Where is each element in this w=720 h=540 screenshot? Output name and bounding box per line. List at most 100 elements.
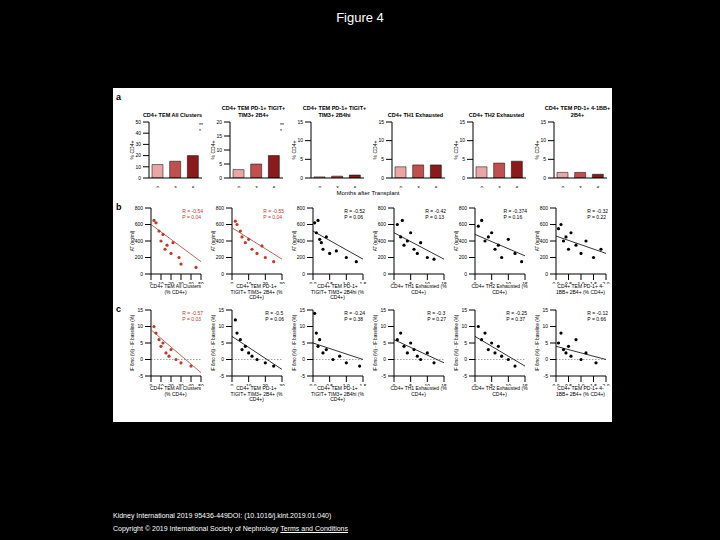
svg-text:0.0: 0.0 xyxy=(553,383,560,386)
svg-text:800: 800 xyxy=(135,205,144,211)
svg-text:400: 400 xyxy=(540,238,549,244)
svg-text:0: 0 xyxy=(150,383,153,386)
svg-text:3: 3 xyxy=(498,185,501,188)
svg-text:15: 15 xyxy=(380,307,386,313)
svg-text:5: 5 xyxy=(140,340,143,346)
svg-text:20: 20 xyxy=(216,119,222,125)
svg-text:-5: -5 xyxy=(301,373,306,379)
svg-text:0: 0 xyxy=(474,281,477,284)
svg-text:200: 200 xyxy=(135,254,144,260)
svg-text:IF 6mo (%) - IF baseline (%): IF 6mo (%) - IF baseline (%) xyxy=(373,314,378,371)
svg-text:10: 10 xyxy=(378,137,384,143)
svg-text:800: 800 xyxy=(216,205,225,211)
svg-text:200: 200 xyxy=(540,254,549,260)
svg-text:400: 400 xyxy=(378,238,387,244)
svg-text:10: 10 xyxy=(425,281,431,284)
svg-text:0: 0 xyxy=(383,271,386,277)
svg-text:-5: -5 xyxy=(220,373,225,379)
svg-text:600: 600 xyxy=(459,221,468,227)
svg-text:600: 600 xyxy=(216,221,225,227)
svg-text:0.0: 0.0 xyxy=(310,281,317,284)
svg-text:10: 10 xyxy=(135,164,141,170)
svg-text:800: 800 xyxy=(378,205,387,211)
svg-text:15: 15 xyxy=(441,383,447,386)
svg-text:30: 30 xyxy=(135,141,141,147)
svg-text:0: 0 xyxy=(464,271,467,277)
svg-text:400: 400 xyxy=(297,238,306,244)
svg-text:600: 600 xyxy=(378,221,387,227)
svg-text:0: 0 xyxy=(561,185,564,188)
svg-text:50: 50 xyxy=(135,119,141,125)
svg-text:0: 0 xyxy=(302,271,305,277)
svg-text:40: 40 xyxy=(135,130,141,136)
svg-text:IF 6mo (%) - IF baseline (%): IF 6mo (%) - IF baseline (%) xyxy=(535,314,540,371)
svg-text:30: 30 xyxy=(279,281,285,284)
svg-text:6: 6 xyxy=(192,185,195,188)
svg-text:% CD4+: % CD4+ xyxy=(534,141,540,160)
svg-text:400: 400 xyxy=(216,238,225,244)
svg-text:800: 800 xyxy=(297,205,306,211)
svg-text:IF 6mo (%) - IF baseline (%): IF 6mo (%) - IF baseline (%) xyxy=(211,314,216,371)
svg-text:15: 15 xyxy=(441,281,447,284)
svg-text:0: 0 xyxy=(383,356,386,362)
svg-text:1.0: 1.0 xyxy=(343,383,350,386)
svg-text:6: 6 xyxy=(273,185,276,188)
svg-text:-5: -5 xyxy=(382,373,387,379)
svg-text:20: 20 xyxy=(168,281,174,284)
svg-text:0: 0 xyxy=(231,383,234,386)
svg-text:% CD4+: % CD4+ xyxy=(129,141,135,160)
svg-text:0.0: 0.0 xyxy=(553,281,560,284)
svg-text:10: 10 xyxy=(299,323,305,329)
svg-text:0.0: 0.0 xyxy=(310,383,317,386)
svg-text:6: 6 xyxy=(516,185,519,188)
svg-text:5: 5 xyxy=(381,156,384,162)
svg-text:-5: -5 xyxy=(463,373,468,379)
svg-text:0: 0 xyxy=(302,356,305,362)
svg-text:10: 10 xyxy=(380,323,386,329)
svg-text:5: 5 xyxy=(543,156,546,162)
svg-text:200: 200 xyxy=(459,254,468,260)
svg-text:15: 15 xyxy=(378,119,384,125)
svg-text:10: 10 xyxy=(158,383,164,386)
svg-text:30: 30 xyxy=(178,281,184,284)
svg-text:AT (ng/ml): AT (ng/ml) xyxy=(130,230,135,251)
svg-text:200: 200 xyxy=(297,254,306,260)
svg-text:1.5: 1.5 xyxy=(360,281,367,284)
svg-text:AT (ng/ml): AT (ng/ml) xyxy=(211,230,216,251)
svg-text:1.0: 1.0 xyxy=(578,281,585,284)
svg-text:20: 20 xyxy=(168,383,174,386)
svg-text:0: 0 xyxy=(480,185,483,188)
svg-text:AT (ng/ml): AT (ng/ml) xyxy=(454,230,459,251)
svg-text:-5: -5 xyxy=(544,373,549,379)
svg-text:400: 400 xyxy=(135,238,144,244)
svg-text:3: 3 xyxy=(336,185,339,188)
svg-text:50: 50 xyxy=(198,383,204,386)
svg-text:800: 800 xyxy=(459,205,468,211)
svg-text:2.0: 2.0 xyxy=(603,281,610,284)
svg-text:0: 0 xyxy=(221,271,224,277)
svg-text:3: 3 xyxy=(255,185,258,188)
svg-text:AT (ng/ml): AT (ng/ml) xyxy=(292,230,297,251)
svg-text:0: 0 xyxy=(150,281,153,284)
svg-text:-5: -5 xyxy=(139,373,144,379)
svg-text:20: 20 xyxy=(263,281,269,284)
svg-text:0: 0 xyxy=(543,175,546,181)
svg-text:0: 0 xyxy=(462,175,465,181)
svg-text:0: 0 xyxy=(140,271,143,277)
svg-text:AT (ng/ml): AT (ng/ml) xyxy=(535,230,540,251)
svg-text:0: 0 xyxy=(318,185,321,188)
svg-text:15: 15 xyxy=(540,119,546,125)
svg-text:0: 0 xyxy=(140,356,143,362)
svg-text:0: 0 xyxy=(219,175,222,181)
svg-text:10: 10 xyxy=(137,323,143,329)
svg-text:1.5: 1.5 xyxy=(590,281,597,284)
svg-text:0: 0 xyxy=(464,356,467,362)
svg-text:3: 3 xyxy=(174,185,177,188)
svg-text:5: 5 xyxy=(462,156,465,162)
svg-text:800: 800 xyxy=(540,205,549,211)
svg-text:0: 0 xyxy=(138,175,141,181)
svg-text:15: 15 xyxy=(216,133,222,139)
svg-text:20: 20 xyxy=(263,383,269,386)
svg-text:10: 10 xyxy=(459,137,465,143)
svg-text:600: 600 xyxy=(540,221,549,227)
